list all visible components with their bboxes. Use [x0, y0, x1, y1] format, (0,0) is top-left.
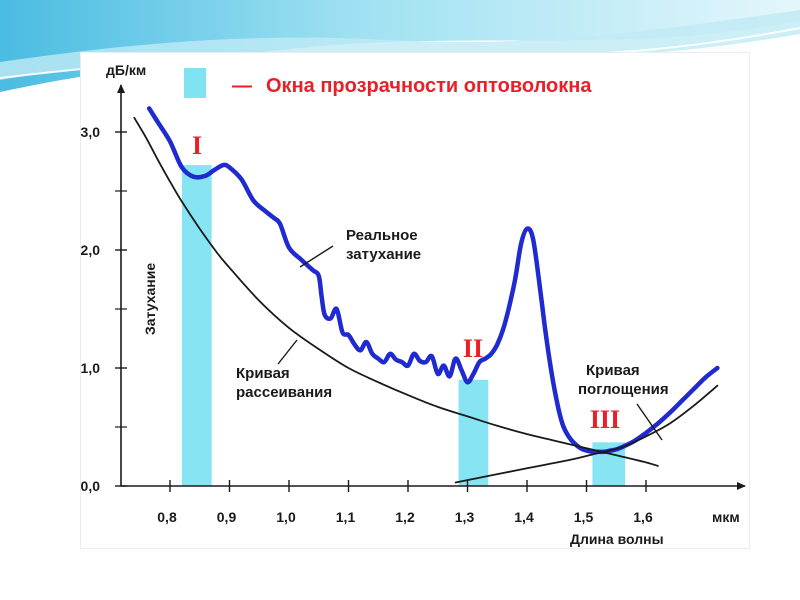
x-tick-label: 1,4 [514, 509, 534, 525]
x-tick-label: 1,2 [395, 509, 415, 525]
x-tick-label: 1,1 [336, 509, 356, 525]
legend-label: Окна прозрачности оптоволокна [266, 75, 592, 97]
window-label-2: II [463, 334, 483, 363]
axes-layer: 0,8 0,9 1,0 1,1 1,2 1,3 1,4 1,5 1,6 0,0 1,0 2,0 3,0 д… [81, 62, 746, 547]
scattering-curve-annotation-line-1: Кривая [236, 365, 290, 382]
y-tick-label: 3,0 [81, 124, 101, 140]
windows-layer [181, 165, 626, 487]
x-tick-label: 1,6 [633, 509, 653, 525]
real-attenuation-annotation-line-2: затухание [346, 246, 421, 263]
x-tick-label: 1,0 [276, 509, 296, 525]
scattering-curve-annotation-line-2: рассеивания [236, 384, 332, 401]
x-tick-label: 1,5 [574, 509, 594, 525]
y-tick-label: 1,0 [81, 360, 101, 376]
absorption-curve-line [454, 384, 719, 484]
y-tick-label: 2,0 [81, 242, 101, 258]
x-unit-label: мкм [712, 509, 740, 525]
window-label-3: III [590, 405, 620, 434]
scattering-curve-line [133, 116, 659, 467]
real-attenuation-annotation-line-1: Реальное [346, 227, 418, 244]
x-tick-label: 1,3 [455, 509, 475, 525]
labels-layer: — Окна прозрачности оптоволокнаIIIIIIРеал… [184, 68, 669, 441]
absorption-curve-annotation-line-1: Кривая [586, 362, 640, 379]
window-label-1: I [192, 131, 202, 160]
series-layer [133, 106, 720, 484]
legend-dash: — [232, 75, 252, 97]
y-tick-label: 0,0 [81, 478, 101, 494]
x-tick-label: 0,9 [217, 509, 237, 525]
y-unit-label: дБ/км [106, 62, 146, 78]
scattering-curve-annotation-leader [277, 339, 298, 365]
legend-swatch [184, 68, 206, 98]
y-axis-title: Затухание [142, 263, 158, 335]
real-attenuation-annotation-leader [299, 245, 334, 268]
x-axis-title: Длина волны [570, 531, 664, 547]
absorption-curve-annotation-leader [636, 403, 663, 441]
real-attenuation-line [146, 106, 720, 455]
transparency-window-2 [458, 379, 489, 486]
x-tick-label: 0,8 [157, 509, 177, 525]
absorption-curve-annotation-line-2: поглощения [578, 381, 669, 398]
transparency-window-1 [181, 165, 212, 487]
